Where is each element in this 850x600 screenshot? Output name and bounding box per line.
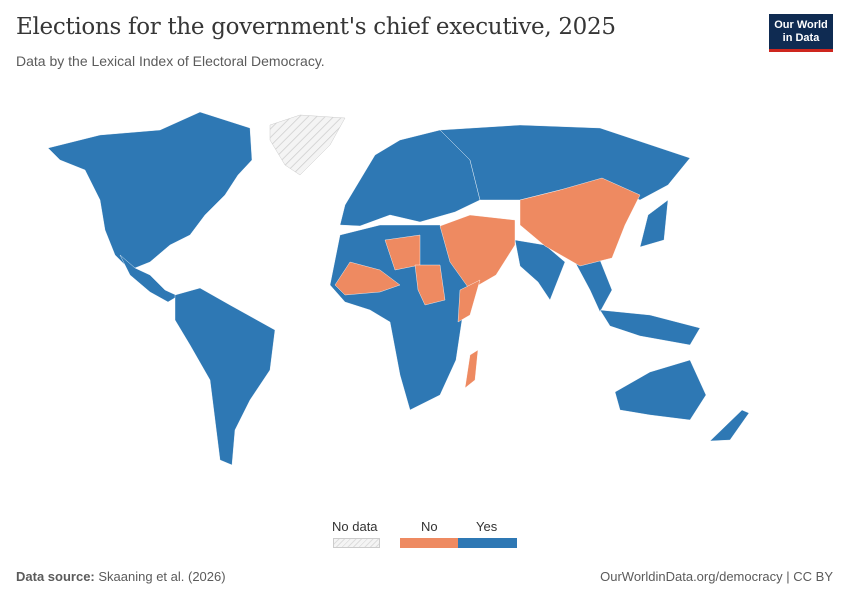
footer-link[interactable]: OurWorldinData.org/democracy | CC BY <box>600 569 833 584</box>
region-greenland-no-data <box>269 114 346 176</box>
logo-line-2: in Data <box>782 32 820 44</box>
data-source-label: Data source: <box>16 569 95 584</box>
data-source: Data source: Skaaning et al. (2026) <box>16 569 226 584</box>
region-south-america <box>174 287 276 466</box>
region-sahel-no <box>334 261 401 296</box>
region-southeast-asia <box>574 259 613 313</box>
region-sudan-no <box>414 264 446 306</box>
legend-yes-label: Yes <box>476 519 498 534</box>
region-china <box>519 177 641 267</box>
page-subtitle: Data by the Lexical Index of Electoral D… <box>16 53 325 69</box>
legend-yes-swatch[interactable] <box>458 538 517 548</box>
logo-line-1: Our World <box>774 19 828 31</box>
region-indonesia <box>599 309 701 346</box>
legend-no-label: No <box>421 519 438 534</box>
region-middle-east <box>439 214 516 291</box>
legend-no-swatch[interactable] <box>400 538 458 548</box>
owid-logo[interactable]: Our World in Data <box>769 14 833 52</box>
legend-no-data-swatch[interactable] <box>333 538 380 548</box>
data-source-value[interactable]: Skaaning et al. (2026) <box>98 569 226 584</box>
region-north-america <box>47 111 253 271</box>
region-japan <box>639 199 669 248</box>
region-new-zealand <box>709 409 750 442</box>
page-title: Elections for the government's chief exe… <box>16 14 616 40</box>
region-australia <box>614 359 707 421</box>
region-madagascar <box>464 349 479 389</box>
legend-no-data-label: No data <box>332 519 378 534</box>
region-somalia-no <box>457 279 481 323</box>
